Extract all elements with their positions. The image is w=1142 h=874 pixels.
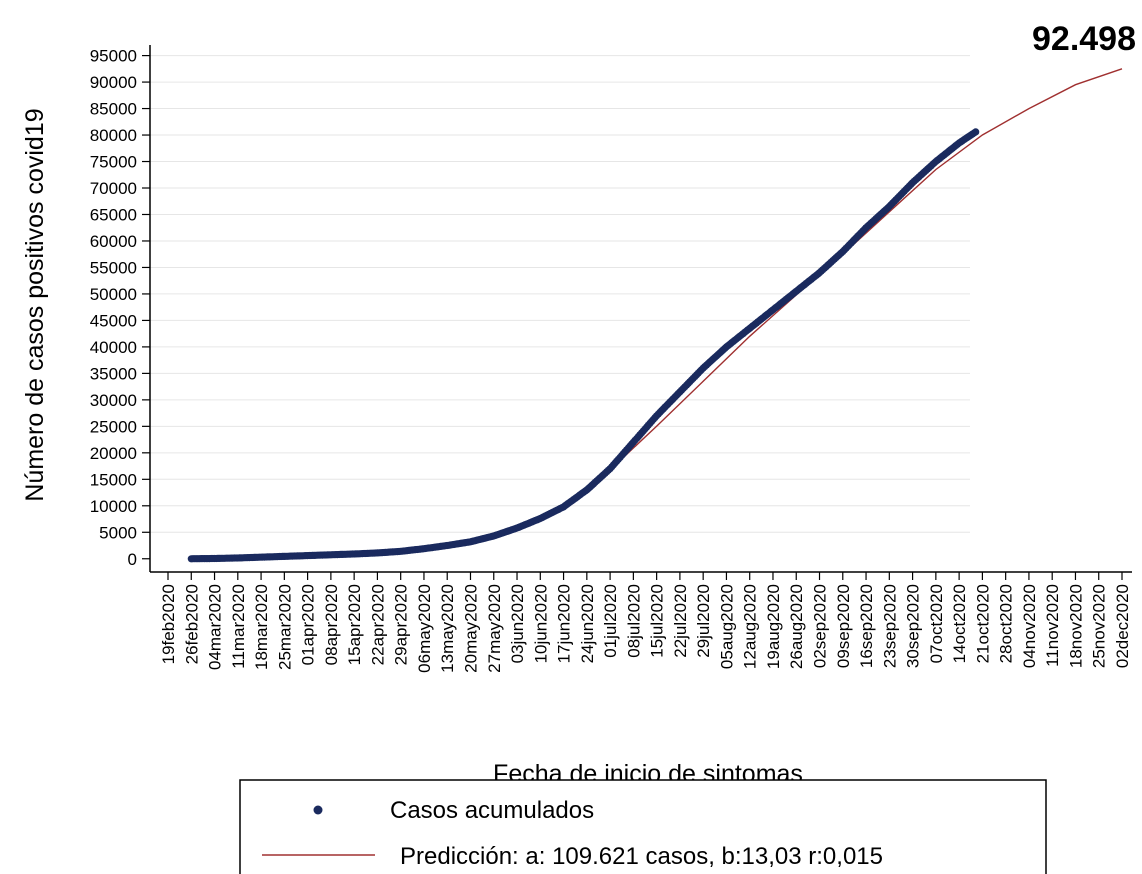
y-tick-label: 50000 (90, 285, 137, 304)
y-tick-label: 60000 (90, 232, 137, 251)
x-tick-label: 18mar2020 (252, 584, 271, 670)
x-tick-label: 04nov2020 (1020, 584, 1039, 668)
x-tick-label: 20may2020 (461, 584, 480, 673)
x-tick-label: 15jul2020 (648, 584, 667, 658)
x-tick-label: 13may2020 (438, 584, 457, 673)
x-tick-label: 21oct2020 (973, 584, 992, 663)
x-tick-label: 11nov2020 (1043, 584, 1062, 667)
x-tick-label: 14oct2020 (950, 584, 969, 663)
x-tick-label: 25nov2020 (1090, 584, 1109, 668)
x-tick-label: 28oct2020 (997, 584, 1016, 663)
grid (150, 55, 970, 533)
x-tick-label: 26feb2020 (182, 584, 201, 664)
y-tick-label: 0 (128, 550, 137, 569)
x-tick-label: 04mar2020 (206, 584, 225, 670)
x-tick-label: 26aug2020 (787, 584, 806, 669)
legend-label-cases: Casos acumulados (390, 797, 594, 824)
y-tick-label: 10000 (90, 497, 137, 516)
y-tick-label: 25000 (90, 417, 137, 436)
x-tick-label: 23sep2020 (880, 584, 899, 668)
legend-box (239, 779, 1047, 874)
x-tick-label: 19feb2020 (159, 584, 178, 664)
y-tick-label: 85000 (90, 100, 137, 119)
x-tick-label: 01apr2020 (299, 584, 318, 665)
y-tick-label: 15000 (90, 470, 137, 489)
legend-marker-cases (313, 805, 323, 815)
x-tick-label: 22jul2020 (671, 584, 690, 658)
y-tick-label: 30000 (90, 391, 137, 410)
y-tick-label: 55000 (90, 258, 137, 277)
final-value-annotation: 92.498 (1032, 20, 1136, 58)
prediction-series (191, 68, 1123, 560)
x-tick-label: 27may2020 (485, 584, 504, 673)
data-point (972, 128, 980, 136)
x-tick-label: 24jun2020 (578, 584, 597, 663)
y-ticks: 95000 90000 85000 80000 75000 70000 65000 60000… (90, 47, 150, 569)
y-tick-label: 70000 (90, 179, 137, 198)
x-ticks: 19feb2020 26feb2020 04mar2020 11mar2020 18ma… (159, 572, 1132, 673)
x-tick-label: 30sep2020 (904, 584, 923, 668)
x-tick-label: 15apr2020 (345, 584, 364, 665)
legend: Casos acumulados Predicción: a: 109.621 … (239, 779, 1047, 874)
y-tick-label: 75000 (90, 153, 137, 172)
x-tick-label: 16sep2020 (857, 584, 876, 668)
x-tick-label: 25mar2020 (275, 584, 294, 670)
y-tick-label: 65000 (90, 205, 137, 224)
x-tick-label: 05aug2020 (717, 584, 736, 669)
x-tick-label: 29jul2020 (694, 584, 713, 658)
legend-label-prediction: Predicción: a: 109.621 casos, b:13,03 r:… (400, 843, 883, 870)
x-tick-label: 01jul2020 (601, 584, 620, 658)
x-tick-label: 29apr2020 (392, 584, 411, 665)
y-tick-label: 45000 (90, 311, 137, 330)
x-tick-label: 06may2020 (415, 584, 434, 673)
y-tick-label: 35000 (90, 364, 137, 383)
y-tick-label: 5000 (99, 523, 137, 542)
x-tick-label: 19aug2020 (764, 584, 783, 669)
x-tick-label: 11mar2020 (229, 584, 248, 669)
x-tick-label: 17jun2020 (555, 584, 574, 663)
axes (149, 45, 1132, 573)
x-tick-label: 08jul2020 (624, 584, 643, 658)
y-axis-title: Número de casos positivos covid19 (21, 108, 49, 501)
x-tick-label: 12aug2020 (741, 584, 760, 669)
x-tick-label: 18nov2020 (1066, 584, 1085, 668)
y-tick-label: 95000 (90, 47, 137, 66)
x-tick-label: 02dec2020 (1113, 584, 1132, 668)
y-tick-label: 80000 (90, 126, 137, 145)
prediction-line (191, 68, 1123, 560)
y-tick-label: 20000 (90, 444, 137, 463)
x-tick-label: 10jun2020 (531, 584, 550, 663)
x-tick-label: 02sep2020 (811, 584, 830, 668)
x-tick-label: 09sep2020 (834, 584, 853, 668)
cases-series (187, 128, 980, 563)
y-tick-label: 40000 (90, 338, 137, 357)
x-tick-label: 22apr2020 (368, 584, 387, 665)
y-tick-label: 90000 (90, 73, 137, 92)
x-tick-label: 03jun2020 (508, 584, 527, 663)
x-tick-label: 07oct2020 (927, 584, 946, 663)
x-tick-label: 08apr2020 (322, 584, 341, 665)
